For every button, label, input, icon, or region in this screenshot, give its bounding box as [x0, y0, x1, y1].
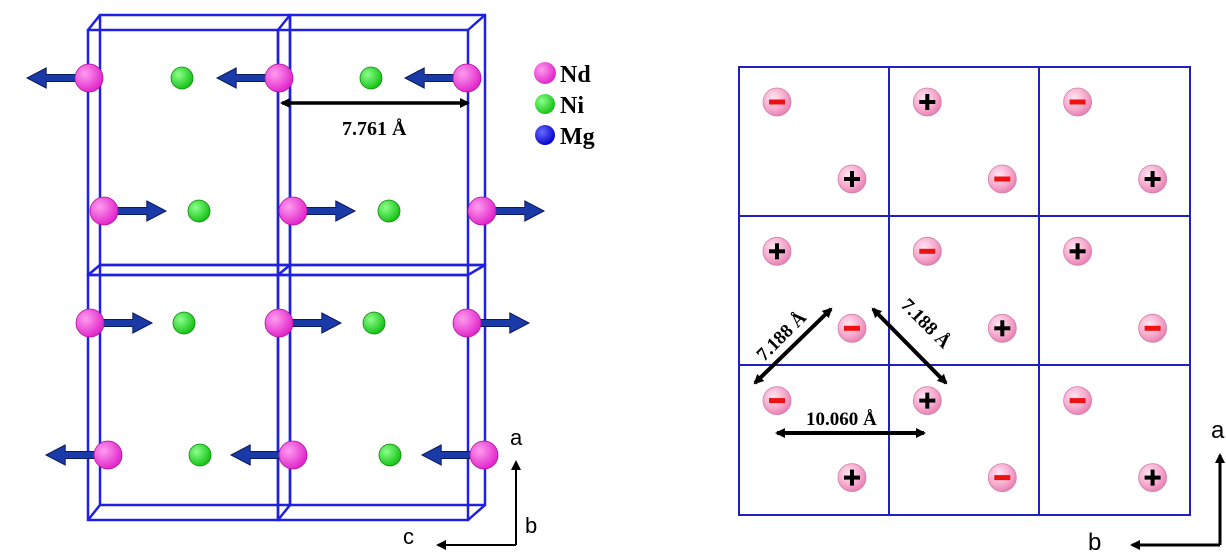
spin-down-site — [1138, 313, 1167, 343]
plus-icon-vertical — [1000, 320, 1005, 337]
nd-atom — [264, 308, 294, 338]
spin-up-site — [987, 313, 1017, 343]
nd-atom — [278, 196, 308, 226]
nd-atom — [89, 196, 119, 226]
nd-atom — [469, 440, 499, 470]
plus-icon-vertical — [850, 171, 854, 187]
plus-icon-vertical — [775, 243, 779, 260]
spin-down-site — [1063, 386, 1092, 416]
minus-icon — [994, 475, 1011, 481]
nd-atom — [264, 63, 294, 93]
spin-up-site — [762, 236, 792, 266]
spin-down-site — [762, 386, 792, 416]
frame-front-bottom-right — [276, 273, 470, 522]
axis-c-label: c — [403, 524, 414, 549]
spin-down-site — [912, 236, 942, 266]
axis-b-label: b — [525, 513, 537, 538]
spin-arrows — [25, 67, 546, 466]
distance-label-horizontal: 10.060 Å — [806, 409, 877, 430]
minus-icon — [994, 176, 1011, 182]
plus-icon-vertical — [1150, 171, 1155, 187]
ni-atom — [187, 199, 211, 223]
nd-atom — [467, 196, 497, 226]
magnetic-grid — [738, 66, 1191, 516]
right-structure: 7.188 Å 7.188 Å 10.060 Å a b — [738, 66, 1225, 553]
minus-icon — [1069, 398, 1086, 404]
ni-atom — [377, 199, 401, 223]
minus-icon — [1144, 325, 1161, 331]
frame-front-top-right — [276, 28, 470, 277]
ni-atom — [172, 311, 196, 335]
minus-icon — [1069, 99, 1086, 105]
axis-a-right-label: a — [1211, 417, 1225, 444]
ni-atom — [188, 443, 212, 467]
spin-down-site — [762, 87, 792, 117]
nd-atom — [278, 440, 308, 470]
spin-down-site — [987, 164, 1017, 194]
minus-icon — [844, 325, 860, 331]
frame-back-top-left — [98, 13, 292, 267]
frame-back-bottom-right — [288, 263, 487, 507]
plus-icon-vertical — [1150, 469, 1155, 486]
plus-icon-vertical — [925, 94, 930, 110]
ni-atom — [362, 311, 386, 335]
spin-down-site — [987, 463, 1017, 493]
nd-atom — [74, 63, 104, 93]
spin-up-site — [912, 386, 942, 416]
legend-ni-swatch — [535, 94, 555, 114]
spin-up-site — [1063, 236, 1092, 266]
minus-icon — [769, 99, 785, 105]
distance-arrow-diag-right — [871, 307, 948, 385]
spin-up-site — [1138, 164, 1167, 194]
left-structure: 7.761 Å Nd Ni Mg a c b — [25, 13, 595, 550]
minus-icon — [919, 248, 936, 254]
ni-atom — [359, 66, 383, 90]
legend: Nd Ni Mg — [534, 62, 595, 150]
frame-back-bottom-left — [98, 263, 292, 507]
axis-b-right-label: b — [1088, 529, 1101, 553]
plus-icon-vertical — [850, 469, 854, 486]
spin-up-site — [837, 463, 867, 493]
legend-ni-label: Ni — [560, 93, 584, 119]
legend-mg-swatch — [535, 125, 555, 145]
axis-a-label: a — [510, 425, 523, 450]
axes-right — [1130, 453, 1225, 550]
spin-down-site — [837, 313, 867, 343]
legend-nd-label: Nd — [560, 62, 591, 88]
nd-atom — [93, 440, 123, 470]
nd-atom — [75, 308, 105, 338]
axes-left — [436, 460, 521, 550]
ni-atom — [378, 443, 402, 467]
distance-label-7761: 7.761 Å — [342, 117, 407, 140]
legend-mg-label: Mg — [560, 124, 595, 150]
spin-up-site — [912, 87, 942, 117]
nd-atom — [452, 308, 482, 338]
minus-icon — [769, 398, 785, 404]
atoms — [74, 63, 499, 470]
spin-up-site — [837, 164, 867, 194]
spin-up-site — [1138, 463, 1167, 493]
nd-atom — [452, 63, 482, 93]
ni-atom — [170, 66, 194, 90]
spin-down-site — [1063, 87, 1092, 117]
distance-arrow-diag-left — [753, 307, 833, 385]
unit-cell-frames — [86, 13, 487, 522]
legend-nd-swatch — [534, 62, 556, 84]
plus-icon-vertical — [925, 392, 930, 409]
plus-icon-vertical — [1075, 243, 1080, 260]
frame-back-top-right — [288, 13, 487, 267]
spin-sites — [762, 87, 1167, 493]
